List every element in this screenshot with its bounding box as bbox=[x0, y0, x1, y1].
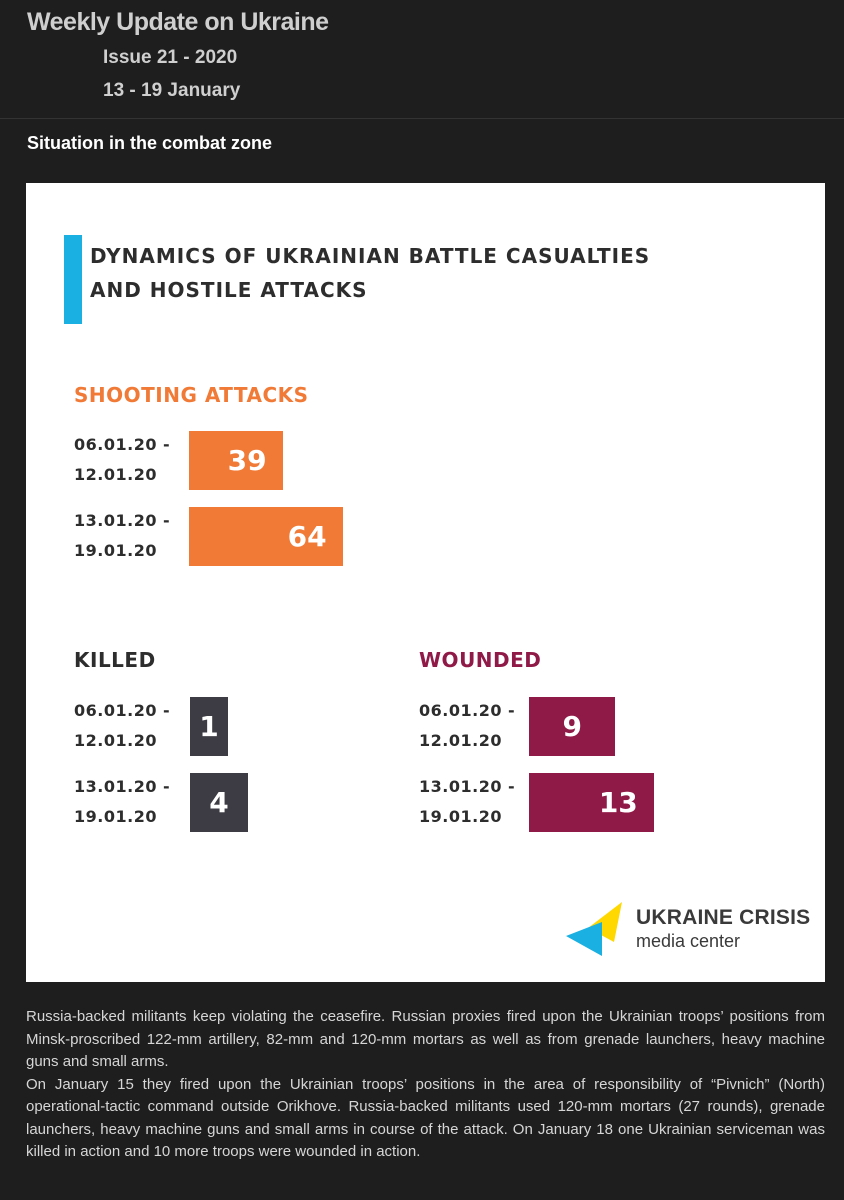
logo-text-primary: UKRAINE CRISIS bbox=[636, 906, 811, 929]
killed-period-label: 13.01.20 - 19.01.20 bbox=[74, 777, 171, 826]
section-title: Situation in the combat zone bbox=[27, 133, 273, 153]
killed-bar: 1 bbox=[190, 697, 228, 756]
article-paragraph-1: Russia-backed militants keep violating t… bbox=[26, 1008, 825, 1070]
wounded-period-label: 13.01.20 - 19.01.20 bbox=[419, 777, 516, 826]
shooting-attacks-period-label: 13.01.20 - 19.01.20 bbox=[74, 511, 171, 560]
killed-value-label: 1 bbox=[199, 710, 219, 743]
infographic-card: DYNAMICS OF UKRAINIAN BATTLE CASUALTIES … bbox=[26, 183, 825, 982]
shooting-attacks-value-label: 64 bbox=[287, 520, 327, 553]
wounded-bar: 9 bbox=[529, 697, 616, 756]
header-divider bbox=[0, 118, 844, 119]
issue-number: Issue 21 - 2020 bbox=[103, 47, 238, 68]
wounded-title: WOUNDED bbox=[419, 648, 542, 672]
shooting-attacks-bar: 64 bbox=[189, 507, 343, 566]
article-paragraph-2: On January 15 they fired upon the Ukrain… bbox=[26, 1075, 825, 1161]
shooting-attacks-title: SHOOTING ATTACKS bbox=[74, 383, 309, 407]
shooting-attacks-period-label: 06.01.20 - 12.01.20 bbox=[74, 435, 171, 484]
wounded-value-label: 9 bbox=[562, 710, 582, 743]
killed-value-label: 4 bbox=[209, 786, 229, 819]
heading-line-1: DYNAMICS OF UKRAINIAN BATTLE CASUALTIES bbox=[90, 244, 651, 268]
wounded-value-label: 13 bbox=[598, 786, 638, 819]
logo-text-secondary: media center bbox=[636, 931, 741, 951]
wounded-period-label: 06.01.20 - 12.01.20 bbox=[419, 701, 516, 750]
killed-period-label: 06.01.20 - 12.01.20 bbox=[74, 701, 171, 750]
killed-title: KILLED bbox=[74, 648, 156, 672]
shooting-attacks-bar: 39 bbox=[189, 431, 283, 490]
wounded-bar: 13 bbox=[529, 773, 654, 832]
heading-line-2: AND HOSTILE ATTACKS bbox=[90, 278, 368, 302]
article-body: Russia-backed militants keep violating t… bbox=[26, 1006, 825, 1164]
logo-blue-triangle bbox=[566, 922, 602, 956]
heading-accent-bar bbox=[64, 235, 82, 324]
shooting-attacks-value-label: 39 bbox=[227, 444, 267, 477]
killed-bar: 4 bbox=[190, 773, 248, 832]
ukraine-crisis-logo-icon bbox=[566, 902, 622, 956]
page-title: Weekly Update on Ukraine bbox=[27, 8, 329, 36]
issue-dates: 13 - 19 January bbox=[103, 80, 241, 101]
infographic-heading: DYNAMICS OF UKRAINIAN BATTLE CASUALTIES … bbox=[90, 239, 740, 307]
